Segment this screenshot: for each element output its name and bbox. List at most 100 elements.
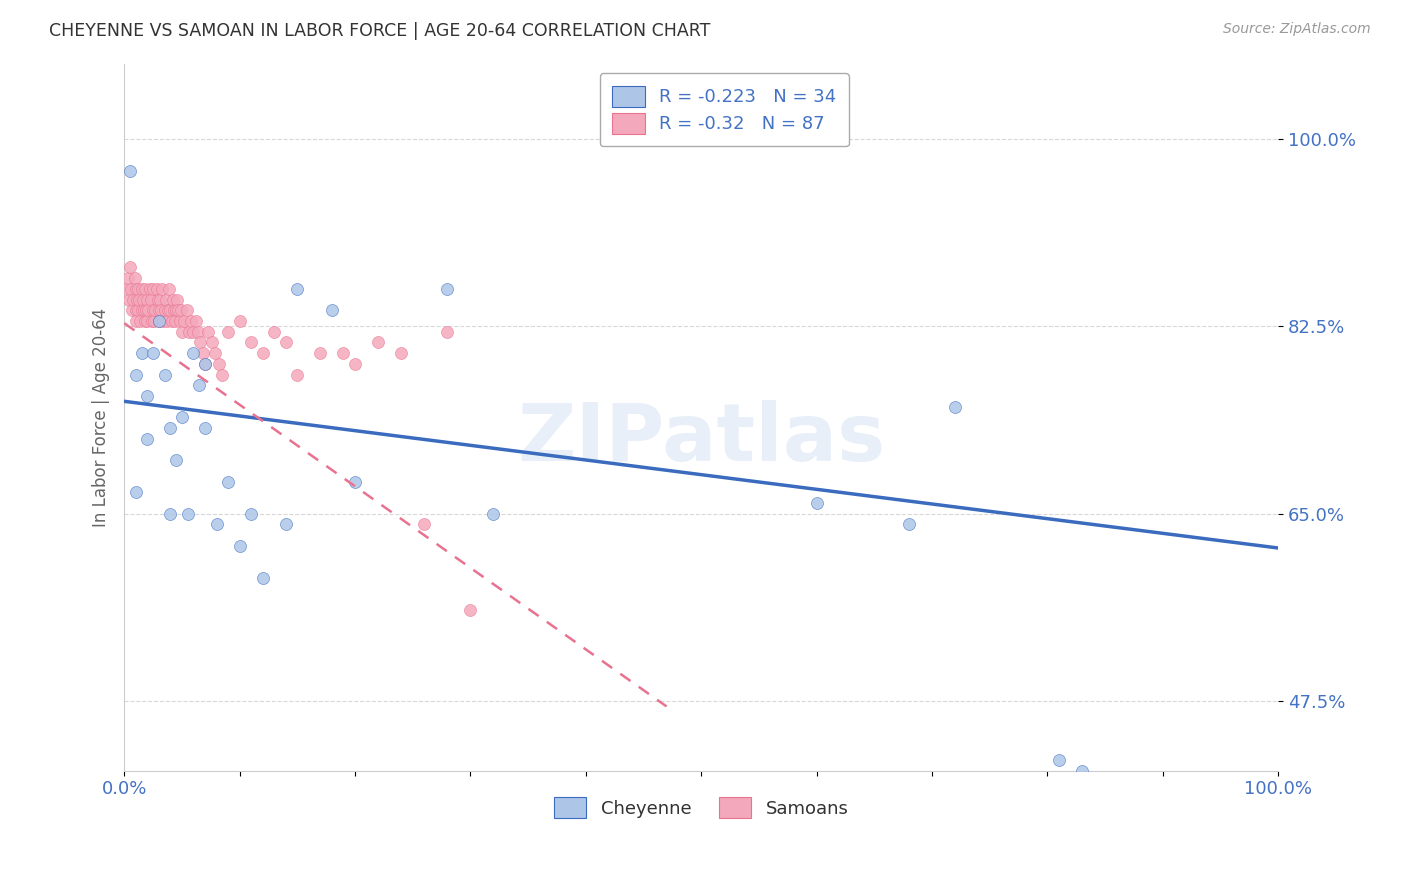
Point [166,293,188,307]
Point [943,400,966,414]
Point [285,368,308,382]
Point [240,335,263,350]
Point [1071,764,1094,778]
Point [122,293,145,307]
Point [217,325,239,339]
Point [163,314,186,328]
Point [157,303,180,318]
Point [121,303,143,318]
Point [127,303,149,318]
Point [205,517,228,532]
Point [152,314,174,328]
Point [170,410,193,425]
Text: CHEYENNE VS SAMOAN IN LABOR FORCE | AGE 20-64 CORRELATION CHART: CHEYENNE VS SAMOAN IN LABOR FORCE | AGE … [49,22,710,40]
Point [115,282,138,296]
Point [120,282,142,296]
Point [436,282,458,296]
Point [131,282,153,296]
Point [148,314,170,328]
Point [436,325,458,339]
Point [177,325,200,339]
Point [332,346,354,360]
Point [142,303,165,318]
Point [274,335,297,350]
Point [153,368,176,382]
Point [170,303,193,318]
Point [125,282,148,296]
Point [131,293,153,307]
Point [163,303,186,318]
Point [125,303,148,318]
Point [134,282,156,296]
Point [131,303,153,318]
Point [343,357,366,371]
Point [142,346,165,360]
Text: Source: ZipAtlas.com: Source: ZipAtlas.com [1223,22,1371,37]
Point [460,603,482,617]
Point [187,325,209,339]
Point [125,293,148,307]
Point [117,271,139,285]
Point [167,303,190,318]
Point [184,314,207,328]
Point [159,507,181,521]
Point [897,517,920,532]
Point [806,496,828,510]
Point [136,432,159,446]
Point [134,314,156,328]
Point [413,517,436,532]
Point [367,335,389,350]
Point [343,475,366,489]
Point [139,293,162,307]
Point [263,325,285,339]
Point [194,357,217,371]
Point [150,303,173,318]
Point [201,335,224,350]
Point [118,164,141,178]
Point [173,314,195,328]
Point [188,378,211,392]
Point [145,303,167,318]
Point [153,303,176,318]
Point [118,293,141,307]
Point [124,271,146,285]
Point [131,346,153,360]
Point [148,303,170,318]
Point [1047,753,1070,767]
Point [125,314,148,328]
Point [156,314,179,328]
Point [191,346,214,360]
Point [228,539,250,553]
Point [176,303,198,318]
Point [240,507,263,521]
Point [149,293,172,307]
Point [183,346,205,360]
Point [194,421,217,435]
Point [148,314,170,328]
Point [208,357,231,371]
Point [183,325,205,339]
Point [252,571,274,585]
Legend: Cheyenne, Samoans: Cheyenne, Samoans [547,790,856,825]
Point [162,293,184,307]
Point [136,389,159,403]
Point [157,282,180,296]
Point [389,346,412,360]
Point [125,368,148,382]
Point [169,314,191,328]
Point [482,507,505,521]
Point [135,303,157,318]
Point [127,282,149,296]
Point [142,282,165,296]
Point [159,421,181,435]
Point [211,368,233,382]
Point [125,485,148,500]
Point [160,314,183,328]
Point [136,293,159,307]
Point [165,303,187,318]
Point [170,325,193,339]
Point [128,293,150,307]
Point [190,335,212,350]
Point [194,357,217,371]
Point [136,314,159,328]
